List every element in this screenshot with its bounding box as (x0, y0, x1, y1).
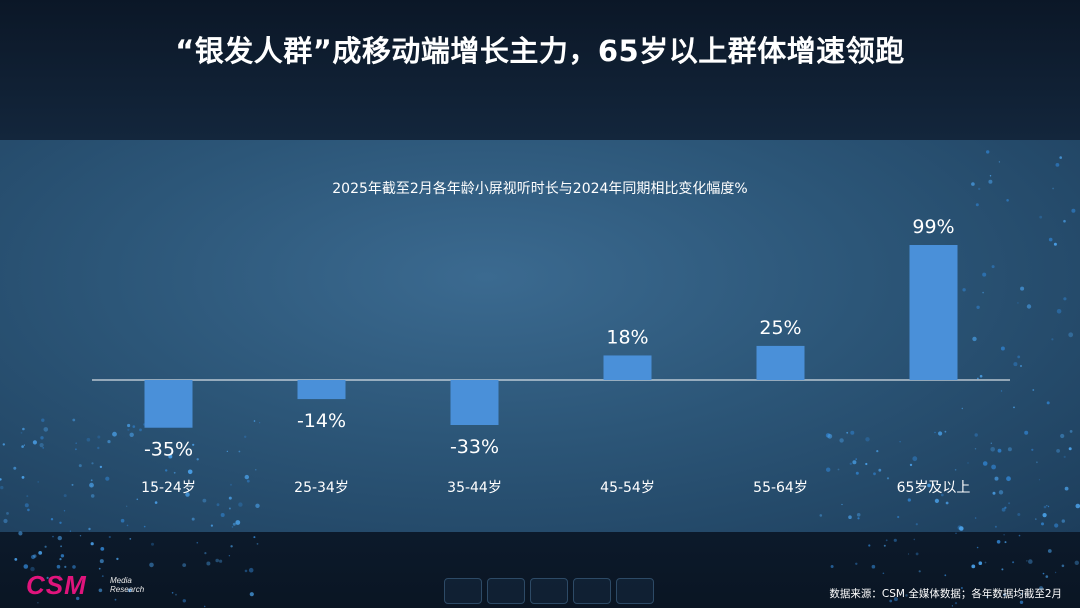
chart-panel (0, 140, 1080, 532)
slide-title: “银发人群”成移动端增长主力，65岁以上群体增速领跑 (175, 34, 905, 68)
data-label-2: -33% (450, 436, 499, 458)
chart-title: 2025年截至2月各年龄小屏视听时长与2024年同期相比变化幅度% (332, 181, 748, 197)
data-label-4: 25% (759, 317, 801, 339)
bar-1 (297, 380, 346, 400)
x-tick-label-1: 25-34岁 (294, 480, 349, 496)
bar-0 (144, 380, 193, 428)
data-label-0: -35% (144, 439, 193, 461)
data-label-1: -14% (297, 410, 346, 432)
nav-button-2[interactable] (487, 578, 525, 604)
nav-button-1[interactable] (444, 578, 482, 604)
logo-sub-line2: Research (110, 585, 145, 594)
source-note: 数据来源：CSM 全媒体数据；各年数据均截至2月 (829, 588, 1062, 600)
x-tick-label-5: 65岁及以上 (897, 480, 971, 496)
x-tick-label-2: 35-44岁 (447, 480, 502, 496)
slide-nav (444, 578, 656, 604)
x-tick-label-3: 45-54岁 (600, 480, 655, 496)
logo-sub-line1: Media (110, 576, 132, 585)
nav-button-3[interactable] (530, 578, 568, 604)
bar-3 (603, 355, 652, 380)
nav-button-4[interactable] (573, 578, 611, 604)
data-label-5: 99% (912, 216, 954, 238)
header-band (0, 0, 1080, 140)
data-label-3: 18% (606, 326, 648, 348)
logo-text: CSM (26, 570, 87, 600)
bar-2 (450, 380, 499, 425)
x-tick-label-4: 55-64岁 (753, 480, 808, 496)
logo-subtext: Media Research (110, 576, 160, 594)
x-tick-label-0: 15-24岁 (141, 480, 196, 496)
bar-4 (756, 345, 805, 380)
bar-5 (909, 245, 958, 380)
nav-button-5[interactable] (616, 578, 654, 604)
csm-logo: CSM Media Research (26, 570, 156, 602)
